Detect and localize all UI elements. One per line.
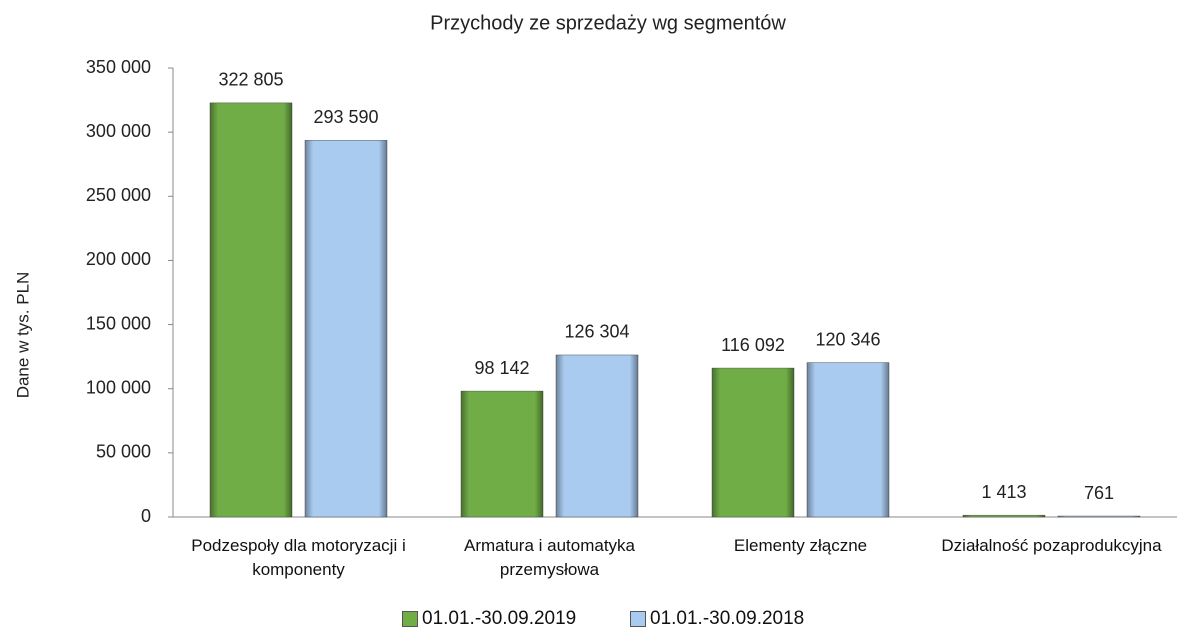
y-tick-label: 350 000 [86, 57, 151, 77]
y-tick-label: 0 [141, 506, 151, 526]
value-label: 761 [1084, 483, 1114, 503]
y-tick-label: 300 000 [86, 121, 151, 141]
legend-swatch [630, 611, 646, 627]
legend-item: 01.01.-30.09.2019 [402, 608, 576, 630]
bar-shade [305, 140, 387, 517]
chart-title: Przychody ze sprzedaży wg segmentów [430, 12, 786, 34]
value-label: 322 805 [218, 70, 283, 90]
x-tick-label: Podzespoły dla motoryzacji i komponenty [191, 536, 406, 579]
x-tick-label: Armatura i automatyka przemysłowa [463, 536, 635, 579]
bar-shade [1058, 516, 1140, 518]
bar-shade [807, 362, 889, 517]
y-axis-label: Dane w tys. PLN [13, 272, 32, 399]
y-tick-label: 250 000 [86, 185, 151, 205]
bar-shade [210, 102, 292, 517]
value-label: 98 142 [474, 358, 529, 378]
value-label: 126 304 [564, 322, 629, 342]
y-tick-label: 150 000 [86, 313, 151, 333]
value-label: 1 413 [981, 482, 1026, 502]
legend-label: 01.01.-30.09.2018 [650, 608, 805, 629]
x-tick-label: Działalność pozaprodukcyjna [941, 536, 1162, 555]
value-label: 120 346 [815, 329, 880, 349]
bar-shade [556, 354, 638, 517]
legend-item: 01.01.-30.09.2018 [630, 608, 804, 630]
bar-shade [963, 515, 1045, 517]
value-label: 293 590 [313, 107, 378, 127]
value-label: 116 092 [721, 335, 785, 355]
legend-swatch [402, 611, 418, 627]
y-tick-label: 100 000 [86, 377, 151, 397]
y-tick-label: 200 000 [86, 249, 151, 269]
x-tick-label: Elementy złączne [733, 536, 868, 555]
bar-shade [712, 368, 794, 517]
bar-shade [461, 391, 543, 517]
y-tick-label: 50 000 [96, 442, 151, 462]
legend-label: 01.01.-30.09.2019 [422, 608, 577, 629]
